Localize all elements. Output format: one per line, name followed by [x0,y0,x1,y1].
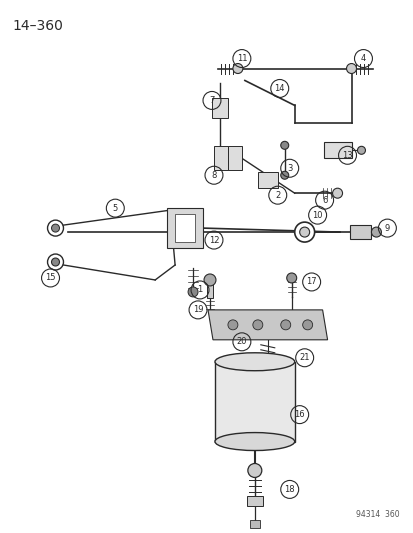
Text: 15: 15 [45,273,56,282]
Text: 6: 6 [321,196,327,205]
Text: 20: 20 [236,337,247,346]
Text: 14: 14 [274,84,284,93]
Circle shape [280,320,290,330]
Circle shape [204,274,216,286]
Ellipse shape [214,433,294,450]
Text: 5: 5 [112,204,118,213]
Bar [167,208,202,248]
Text: 13: 13 [342,151,352,160]
Ellipse shape [214,353,294,371]
Bar [349,225,370,239]
Circle shape [332,188,342,198]
Bar [214,362,294,441]
Text: 2: 2 [275,191,280,200]
Text: 7: 7 [209,96,214,105]
Text: 94314  360: 94314 360 [355,510,399,519]
Circle shape [346,63,356,74]
Text: 14–360: 14–360 [13,19,63,33]
Text: 10: 10 [312,211,322,220]
Bar [323,142,351,158]
Circle shape [233,63,242,74]
Circle shape [228,320,237,330]
Circle shape [252,320,262,330]
Bar [211,99,228,118]
Bar [206,283,212,298]
Text: 18: 18 [284,485,294,494]
Text: 3: 3 [286,164,292,173]
Circle shape [302,320,312,330]
Bar [249,520,259,528]
Circle shape [299,227,309,237]
Circle shape [280,171,288,179]
Circle shape [47,254,63,270]
Circle shape [280,141,288,149]
Circle shape [51,258,59,266]
Text: 1: 1 [197,286,202,294]
Bar [257,172,277,188]
Text: 16: 16 [294,410,304,419]
Circle shape [51,224,59,232]
Circle shape [357,147,365,154]
Text: 17: 17 [306,278,316,286]
Bar [175,214,195,242]
Circle shape [294,222,314,242]
Text: 21: 21 [299,353,309,362]
Text: 9: 9 [384,224,389,232]
Text: 12: 12 [208,236,219,245]
Bar [214,147,228,170]
Circle shape [47,220,63,236]
Text: 11: 11 [236,54,247,63]
Text: 8: 8 [211,171,216,180]
Text: 19: 19 [192,305,203,314]
Circle shape [370,227,380,237]
Circle shape [247,464,261,478]
Circle shape [188,287,197,297]
Polygon shape [207,310,327,340]
Bar [228,147,241,170]
Circle shape [286,273,296,283]
Text: 4: 4 [360,54,365,63]
Bar [246,496,262,506]
